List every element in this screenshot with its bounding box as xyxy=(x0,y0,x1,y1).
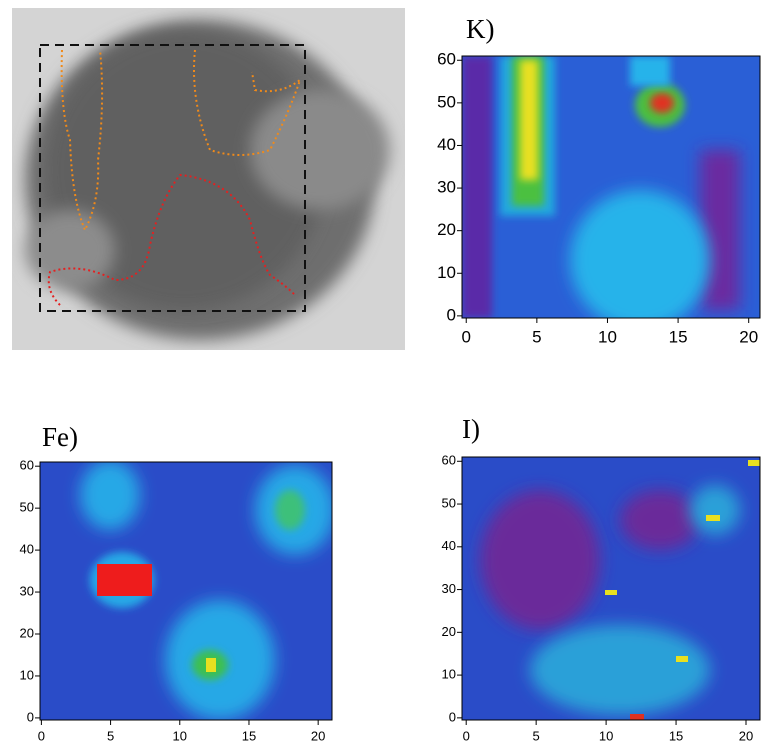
heatmap-image xyxy=(462,56,760,318)
x-tick-label: 10 xyxy=(173,729,187,744)
x-tick-label: 15 xyxy=(242,729,256,744)
x-tick-label: 0 xyxy=(38,729,45,744)
y-tick-label: 0 xyxy=(27,709,34,724)
panel-title: Fe) xyxy=(42,422,78,452)
x-tick-label: 10 xyxy=(598,327,617,346)
plot-frame xyxy=(461,55,761,319)
y-tick-label: 30 xyxy=(20,583,34,598)
heatmap-image xyxy=(462,457,760,720)
x-tick-label: 5 xyxy=(533,729,540,744)
y-tick-label: 20 xyxy=(442,624,456,639)
y-tick-label: 20 xyxy=(437,220,456,239)
x-tick-label: 15 xyxy=(669,327,688,346)
y-tick-label: 0 xyxy=(447,305,456,324)
y-tick-label: 40 xyxy=(437,135,456,154)
y-tick-label: 60 xyxy=(442,453,456,468)
x-tick-label: 20 xyxy=(739,327,758,346)
x-tick-label: 15 xyxy=(669,729,683,744)
y-tick-label: 10 xyxy=(20,667,34,682)
plot-frame xyxy=(39,461,333,721)
x-tick-label: 20 xyxy=(739,729,753,744)
y-tick-label: 50 xyxy=(442,495,456,510)
x-tick-label: 0 xyxy=(462,327,471,346)
y-tick-label: 40 xyxy=(442,538,456,553)
x-tick-label: 5 xyxy=(532,327,541,346)
panel-title: K) xyxy=(466,14,495,44)
y-tick-label: 50 xyxy=(20,500,34,515)
plot-frame xyxy=(461,456,761,721)
y-tick-label: 10 xyxy=(437,263,456,282)
x-tick-label: 20 xyxy=(311,729,325,744)
micrograph xyxy=(12,8,405,350)
x-tick-label: 5 xyxy=(107,729,114,744)
y-tick-label: 30 xyxy=(442,581,456,596)
y-tick-label: 10 xyxy=(442,667,456,682)
panel-title: I) xyxy=(462,414,480,444)
x-tick-label: 10 xyxy=(599,729,613,744)
y-tick-label: 30 xyxy=(437,178,456,197)
y-tick-label: 60 xyxy=(437,50,456,69)
y-tick-label: 60 xyxy=(20,458,34,473)
y-tick-label: 40 xyxy=(20,542,34,557)
y-tick-label: 50 xyxy=(437,92,456,111)
y-tick-label: 0 xyxy=(449,709,456,724)
heatmap-image xyxy=(40,462,332,720)
y-tick-label: 20 xyxy=(20,625,34,640)
x-tick-label: 0 xyxy=(463,729,470,744)
